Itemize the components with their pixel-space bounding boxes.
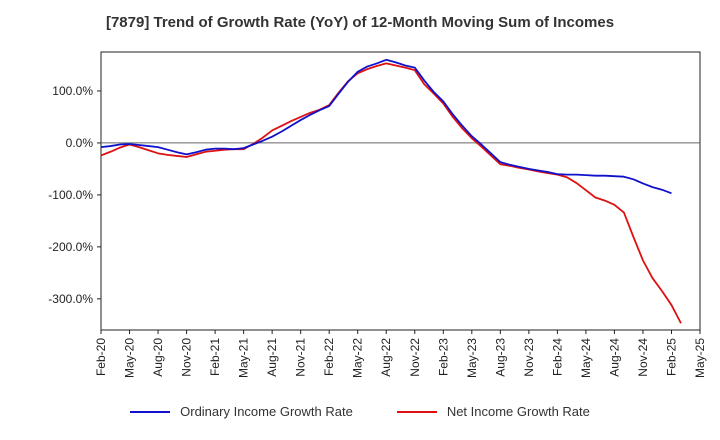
legend-item-net-income: Net Income Growth Rate: [396, 404, 590, 419]
x-tick-label: May-24: [579, 338, 593, 378]
x-tick-label: May-20: [123, 338, 137, 378]
x-tick-label: Nov-21: [294, 338, 308, 377]
legend: Ordinary Income Growth Rate Net Income G…: [0, 404, 720, 419]
x-tick-label: May-23: [465, 338, 479, 378]
y-tick-label: -100.0%: [48, 188, 93, 202]
legend-label-net-income: Net Income Growth Rate: [446, 404, 590, 419]
x-tick-label: Nov-22: [408, 338, 422, 377]
x-tick-label: Nov-24: [636, 338, 650, 377]
plot-frame: [100, 51, 701, 331]
x-tick-label: Aug-22: [379, 338, 393, 377]
legend-item-ordinary-income: Ordinary Income Growth Rate: [130, 404, 353, 419]
chart-title: [7879] Trend of Growth Rate (YoY) of 12-…: [105, 14, 615, 31]
x-tick-label: Feb-21: [208, 338, 222, 376]
series-lines: [100, 58, 682, 324]
x-tick-label: Nov-20: [180, 338, 194, 377]
series-line-ordinary-income: [100, 58, 672, 195]
x-tick-label: Aug-20: [151, 338, 165, 377]
axes: [97, 51, 701, 334]
x-tick-label: May-25: [693, 338, 707, 378]
series-line-net-income: [100, 62, 682, 324]
x-tick-label: Feb-24: [550, 338, 564, 376]
legend-swatch-ordinary-income: [130, 410, 171, 413]
x-tick-label: May-22: [351, 338, 365, 378]
tick-labels: 100.0% 0.0% -100.0% -200.0% -300.0% Feb-20 May…: [48, 84, 707, 378]
y-tick-label: -200.0%: [48, 240, 93, 254]
x-tick-label: May-21: [237, 338, 251, 378]
x-tick-label: Feb-22: [322, 338, 336, 376]
y-tick-label: -300.0%: [48, 292, 93, 306]
y-tick-label: 100.0%: [52, 84, 93, 98]
x-tick-label: Feb-20: [94, 338, 108, 376]
x-tick-label: Feb-25: [664, 338, 678, 376]
legend-label-ordinary-income: Ordinary Income Growth Rate: [180, 404, 353, 419]
x-tick-label: Aug-23: [493, 338, 507, 377]
y-tick-label: 0.0%: [66, 136, 94, 150]
x-tick-label: Feb-23: [436, 338, 450, 376]
x-tick-label: Aug-24: [607, 338, 621, 377]
x-tick-label: Aug-21: [265, 338, 279, 377]
legend-swatch-net-income: [396, 410, 437, 413]
x-tick-label: Nov-23: [522, 338, 536, 377]
